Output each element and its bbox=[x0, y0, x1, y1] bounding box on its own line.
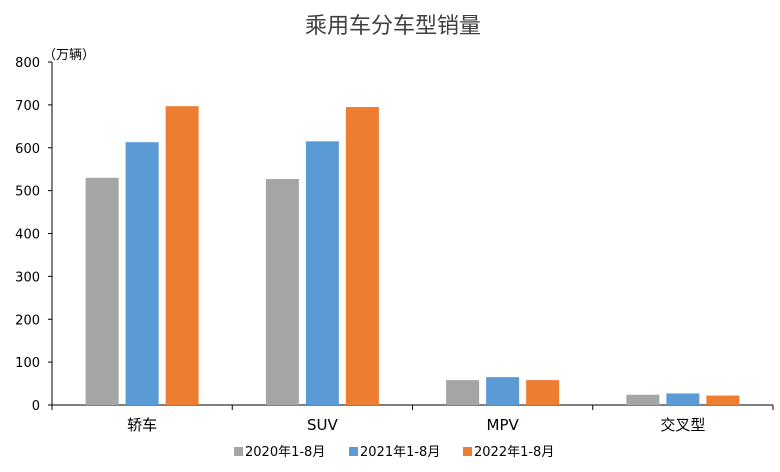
bar bbox=[666, 393, 700, 405]
y-tick-label: 800 bbox=[15, 56, 40, 71]
x-axis: 轿车 SUV MPV 交叉型 bbox=[51, 404, 774, 434]
bar bbox=[165, 106, 199, 405]
legend-label: 2020年1-8月 bbox=[245, 445, 325, 460]
bar bbox=[345, 107, 379, 406]
y-tick-label: 700 bbox=[15, 99, 40, 114]
bar bbox=[446, 380, 480, 405]
x-tick-label: 交叉型 bbox=[660, 416, 705, 434]
y-tick-label: 200 bbox=[15, 313, 40, 328]
y-tick-label: 600 bbox=[15, 142, 40, 157]
bar bbox=[486, 377, 520, 405]
bar bbox=[305, 141, 339, 405]
bar bbox=[265, 179, 299, 405]
y-tick-label: 100 bbox=[15, 356, 40, 371]
x-tick-label: SUV bbox=[307, 416, 339, 434]
x-tick-label: 轿车 bbox=[127, 416, 157, 434]
y-tick-label: 0 bbox=[32, 399, 40, 414]
legend-swatch bbox=[234, 447, 243, 456]
chart-title: 乘用车分车型销量 bbox=[305, 14, 481, 39]
y-axis: 0 100 200 300 400 500 600 700 800 bbox=[15, 56, 53, 414]
legend-label: 2022年1-8月 bbox=[474, 445, 554, 460]
x-tick-label: MPV bbox=[487, 416, 520, 434]
bar bbox=[706, 395, 740, 405]
bar bbox=[626, 394, 660, 405]
legend: 2020年1-8月 2021年1-8月 2022年1-8月 bbox=[234, 445, 554, 460]
y-tick-label: 500 bbox=[15, 185, 40, 200]
y-tick-label: 400 bbox=[15, 228, 40, 243]
bar bbox=[526, 380, 560, 405]
y-axis-unit-label: （万辆） bbox=[43, 48, 95, 63]
y-tick-label: 300 bbox=[15, 270, 40, 285]
legend-swatch bbox=[349, 447, 358, 456]
legend-swatch bbox=[463, 447, 472, 456]
bar bbox=[125, 142, 159, 405]
legend-label: 2021年1-8月 bbox=[360, 445, 440, 460]
bar bbox=[85, 177, 119, 405]
bars bbox=[85, 106, 740, 406]
